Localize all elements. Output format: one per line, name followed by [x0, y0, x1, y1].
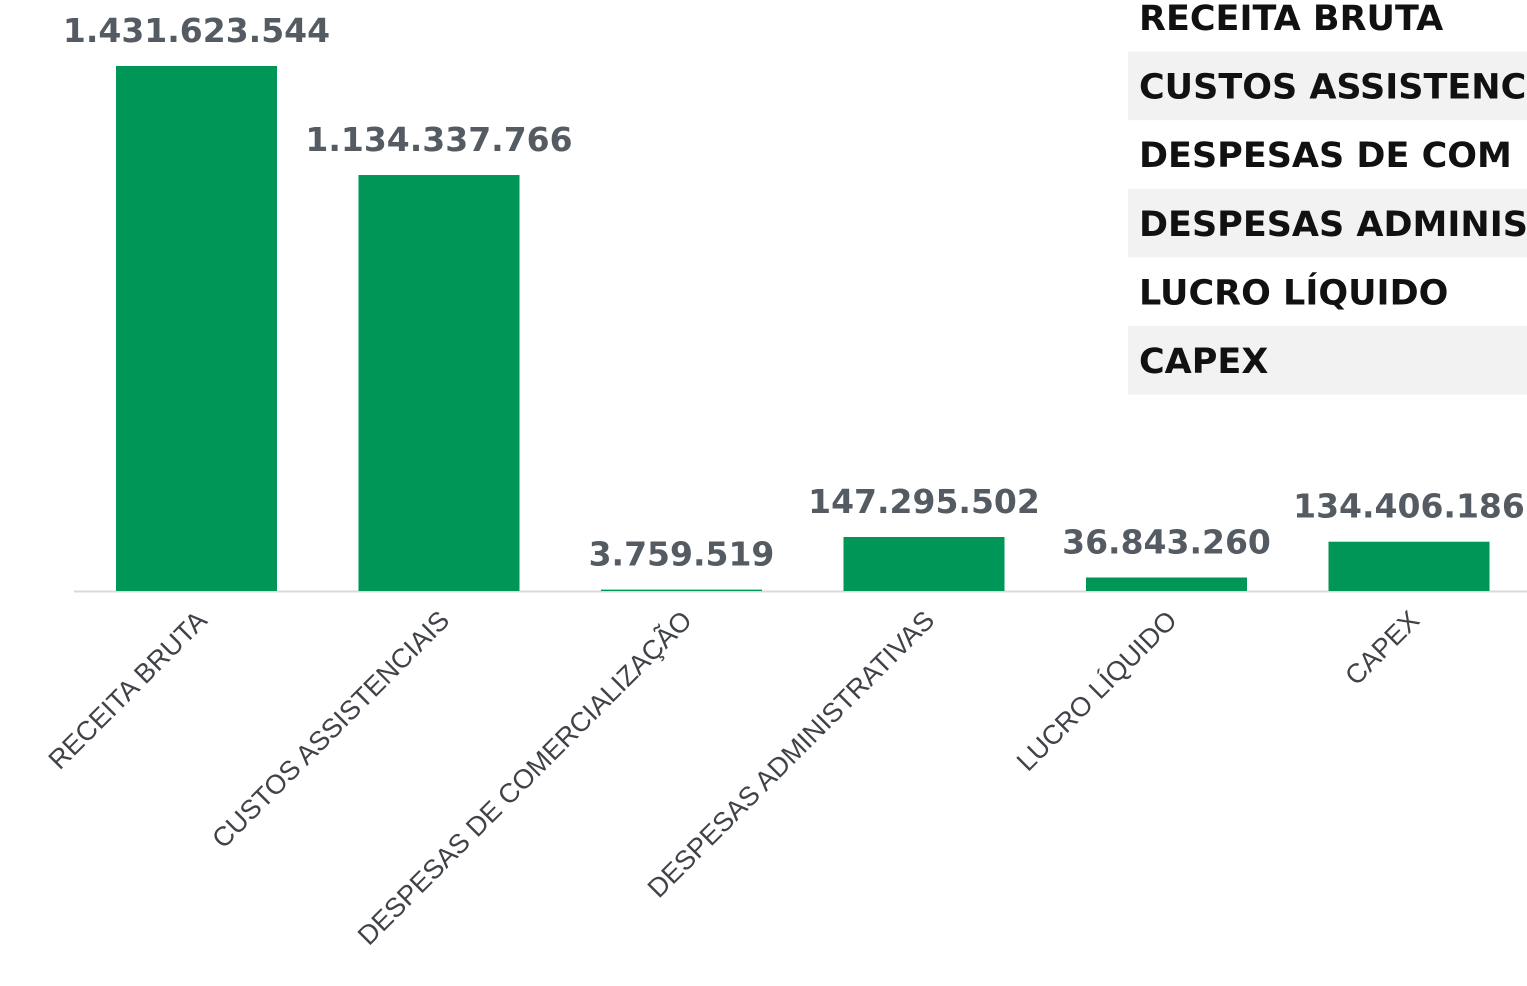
table-row-stripe-capex — [1128, 326, 1527, 395]
bar-custos-assistenciais — [358, 175, 520, 592]
bar-despesas-de-comercializacao — [601, 589, 762, 591]
bar-lucro-liquido — [1086, 577, 1247, 591]
x-tick-label-receita-bruta: RECEITA BRUTA — [43, 605, 213, 775]
side-table: RECEITA BRUTA CUSTOS ASSISTENC DESPESAS DE… — [1128, 0, 1527, 395]
value-labels-group: 1.431.623.544 1.134.337.766 3.759.519 147.2… — [63, 11, 1525, 574]
bars-group — [116, 66, 1490, 592]
bar-capex — [1328, 541, 1490, 591]
table-row-despesas-adminis: DESPESAS ADMINIS — [1139, 205, 1527, 245]
data-label-despesas-de-comercializacao: 3.759.519 — [589, 535, 775, 574]
x-tick-label-capex: CAPEX — [1339, 605, 1425, 691]
data-label-custos-assistenciais: 1.134.337.766 — [305, 120, 572, 159]
table-row-stripe-despesas-adminis — [1128, 188, 1527, 258]
table-row-custos-assistenc: CUSTOS ASSISTENC — [1139, 68, 1526, 108]
x-tick-label-custos-assistenciais: CUSTOS ASSISTENCIAIS — [206, 605, 455, 854]
table-row-receita-bruta: RECEITA BRUTA — [1139, 0, 1443, 39]
table-row-capex: CAPEX — [1139, 342, 1268, 382]
table-row-stripe-custos-assistenc — [1128, 51, 1527, 121]
data-label-lucro-liquido: 36.843.260 — [1062, 522, 1271, 561]
x-tick-label-lucro-liquido: LUCRO LÍQUIDO — [1011, 605, 1183, 777]
data-label-despesas-administrativas: 147.295.502 — [808, 482, 1040, 521]
table-row-lucro-liquido: LUCRO LÍQUIDO — [1139, 271, 1448, 313]
x-tick-label-despesas-administrativas: DESPESAS ADMINISTRATIVAS — [642, 605, 940, 903]
table-row-despesas-de-com: DESPESAS DE COM — [1139, 136, 1512, 176]
bar-receita-bruta — [116, 66, 277, 591]
bar-despesas-administrativas — [843, 536, 1005, 591]
data-label-capex: 134.406.186 — [1293, 487, 1525, 526]
data-label-receita-bruta: 1.431.623.544 — [63, 11, 330, 50]
